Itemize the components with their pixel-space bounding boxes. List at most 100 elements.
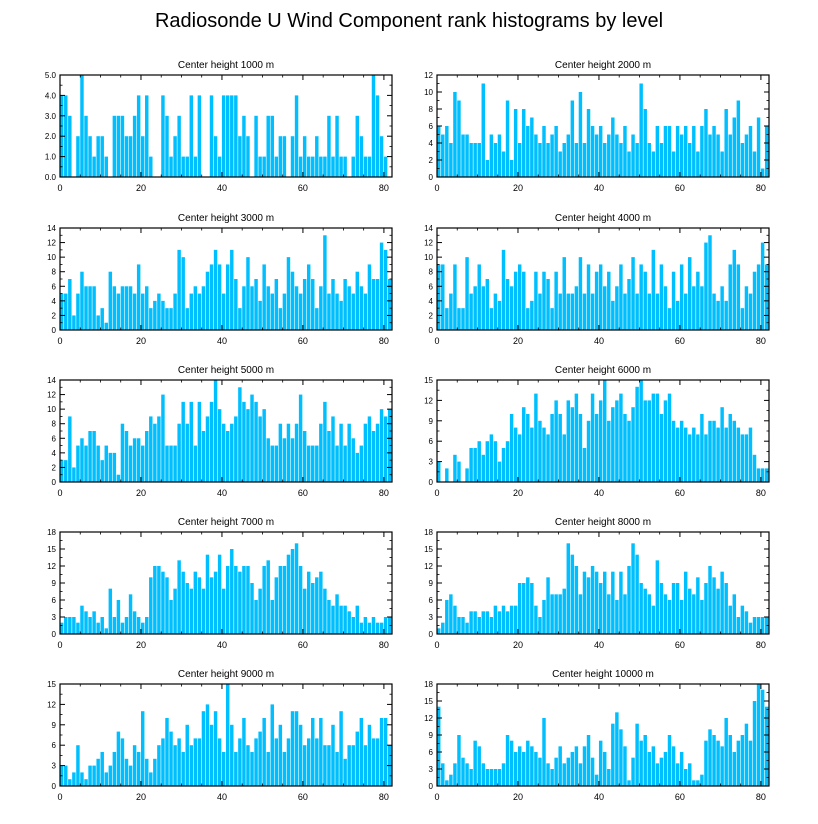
- histogram-bar: [221, 95, 226, 177]
- x-tick-label: 20: [136, 488, 146, 498]
- histogram-bar: [367, 156, 372, 177]
- y-tick-label: 0: [52, 478, 57, 487]
- histogram-bar: [311, 583, 315, 634]
- histogram-bar: [153, 566, 157, 634]
- x-tick-label: 20: [513, 488, 523, 498]
- histogram-bar: [740, 735, 745, 786]
- histogram-bar: [522, 109, 526, 177]
- histogram-bar: [639, 380, 643, 482]
- histogram-bar: [538, 617, 542, 634]
- figure-title: Radiosonde U Wind Component rank histogr…: [154, 10, 664, 32]
- y-tick-label: 0: [52, 630, 57, 639]
- histogram-bar: [145, 758, 149, 786]
- y-tick-label: 3: [52, 762, 57, 771]
- histogram-bar: [298, 293, 303, 330]
- y-tick-label: 6: [429, 596, 434, 605]
- histogram-bar: [145, 95, 149, 177]
- histogram-bar: [469, 143, 473, 177]
- histogram-bar: [351, 438, 355, 482]
- histogram-bar: [449, 143, 453, 177]
- histogram-bar: [246, 566, 250, 634]
- histogram-bar: [526, 414, 530, 482]
- histogram-bar: [169, 308, 173, 330]
- histogram-bar: [371, 617, 376, 634]
- histogram-bar: [165, 577, 169, 634]
- histogram-bar: [140, 711, 145, 786]
- histogram-bar: [445, 308, 449, 330]
- y-tick-label: 15: [424, 376, 433, 385]
- histogram-bar: [489, 134, 494, 177]
- histogram-bar: [351, 293, 355, 330]
- histogram-bar: [217, 156, 222, 177]
- panel-title: Center height 1000 m: [178, 60, 274, 71]
- histogram-bar: [250, 394, 254, 482]
- histogram-bar: [383, 718, 388, 786]
- histogram-bar: [302, 136, 307, 177]
- histogram-bar: [258, 156, 262, 177]
- histogram-bar: [116, 600, 121, 634]
- histogram-bar: [379, 242, 384, 330]
- histogram-bar: [627, 151, 631, 177]
- y-tick-label: 0: [429, 630, 434, 639]
- histogram-bar: [716, 588, 720, 634]
- histogram-bar: [497, 461, 502, 482]
- histogram-bar: [347, 286, 351, 330]
- histogram-bar: [250, 752, 254, 786]
- histogram-bar: [615, 286, 619, 330]
- histogram-bar: [315, 738, 319, 786]
- histogram-bar: [359, 718, 364, 786]
- histogram-bar: [319, 571, 323, 634]
- y-tick-label: 6: [429, 437, 434, 446]
- histogram-bar: [169, 600, 173, 634]
- histogram-bar: [764, 264, 769, 330]
- y-tick-label: 9: [429, 579, 434, 588]
- histogram-bar: [594, 134, 599, 177]
- histogram-bar: [611, 571, 615, 634]
- histogram-bar: [185, 583, 189, 634]
- histogram-bar: [238, 308, 242, 330]
- histogram-bar: [205, 416, 210, 482]
- histogram-bar: [720, 407, 724, 482]
- x-tick-label: 0: [434, 183, 439, 193]
- histogram-bar: [501, 249, 506, 330]
- x-tick-label: 0: [57, 792, 62, 802]
- histogram-bar: [68, 416, 72, 482]
- histogram-bar: [522, 752, 526, 786]
- histogram-bar: [185, 724, 189, 786]
- panel-title: Center height 8000 m: [555, 517, 651, 528]
- histogram-bar: [603, 380, 607, 482]
- histogram-bar: [205, 554, 210, 634]
- histogram-bar: [108, 765, 113, 786]
- histogram-bar: [254, 115, 258, 177]
- histogram-bar: [306, 571, 311, 634]
- histogram-bar: [574, 393, 579, 482]
- histogram-bar: [651, 151, 656, 177]
- x-tick-label: 20: [136, 792, 146, 802]
- histogram-bar: [683, 126, 688, 177]
- histogram-bar: [335, 445, 339, 482]
- y-tick-label: 9: [52, 721, 57, 730]
- histogram-bar: [177, 738, 181, 786]
- x-tick-label: 0: [434, 792, 439, 802]
- histogram-bar: [100, 617, 104, 634]
- histogram-bar: [538, 293, 542, 330]
- histogram-bar: [441, 134, 445, 177]
- histogram-bar: [505, 735, 510, 786]
- histogram-bar: [574, 746, 579, 786]
- histogram-bar: [278, 136, 283, 177]
- histogram-bar: [631, 257, 635, 330]
- histogram-bar: [359, 445, 364, 482]
- histogram-bar: [80, 271, 84, 330]
- histogram-bar: [197, 401, 202, 482]
- y-tick-label: 5.0: [45, 71, 57, 80]
- histogram-bar: [546, 763, 550, 786]
- histogram-bar: [501, 605, 506, 634]
- histogram-bar: [359, 286, 364, 330]
- histogram-bar: [217, 264, 222, 330]
- histogram-bar: [558, 746, 562, 786]
- histogram-bar: [185, 423, 189, 482]
- histogram-bar: [132, 438, 137, 482]
- x-tick-label: 80: [756, 640, 766, 650]
- histogram-bar: [712, 735, 716, 786]
- histogram-bar: [290, 438, 295, 482]
